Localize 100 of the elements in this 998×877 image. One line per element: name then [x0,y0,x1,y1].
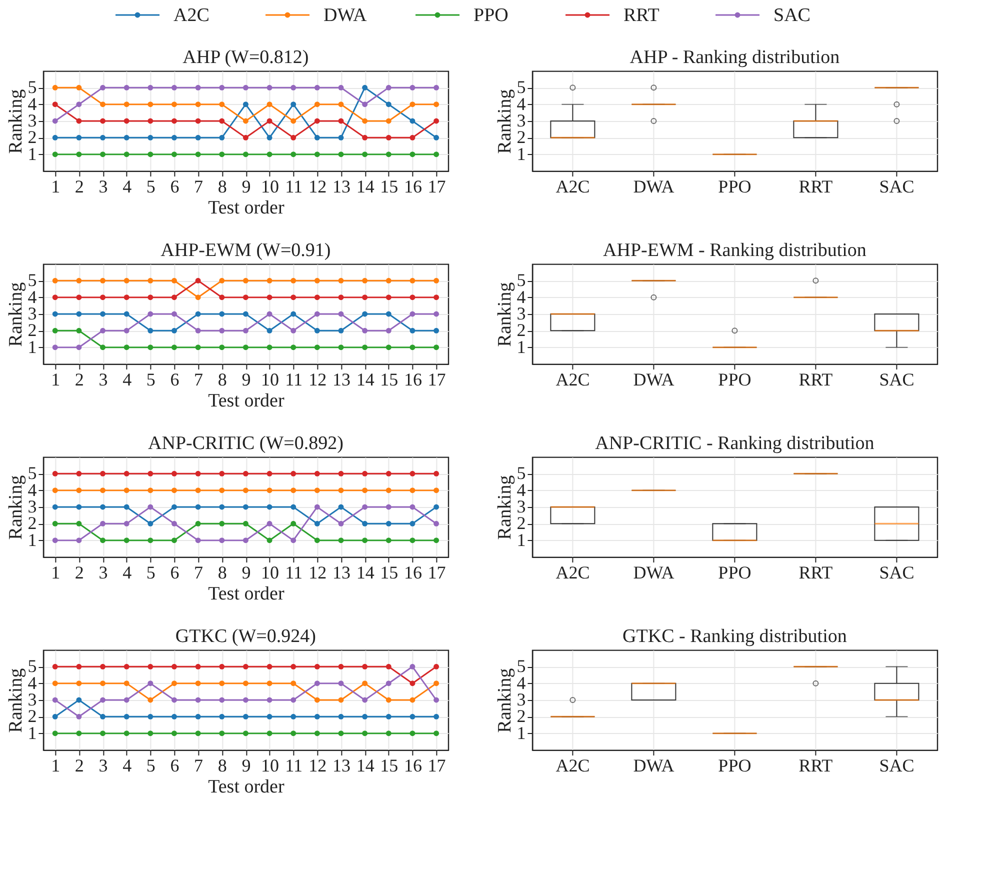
point [434,84,440,90]
point [410,118,416,124]
point [219,488,225,494]
chart-title: GTKC (W=0.924) [175,626,316,647]
point [171,520,177,526]
point [76,134,82,140]
point [434,730,440,736]
point [100,488,106,494]
point [386,470,392,476]
point [148,680,154,686]
point [242,152,248,158]
point [434,504,440,510]
point [124,84,130,90]
x-tick-label: SAC [879,176,914,196]
x-tick-label: 14 [356,176,374,196]
point [434,344,440,350]
point [100,311,106,317]
point [314,152,320,158]
point [76,730,82,736]
point [171,84,177,90]
point [52,134,58,140]
point [124,294,130,300]
point [76,102,82,108]
x-tick-label: 6 [170,370,180,390]
point [434,134,440,140]
point [148,504,154,510]
point [314,664,320,670]
point [362,328,368,334]
point [290,84,296,90]
point [76,84,82,90]
point [219,730,225,736]
point [100,538,106,544]
point [100,664,106,670]
y-axis-title: Ranking [494,88,516,154]
x-tick-label: 4 [122,176,132,196]
point [410,504,416,510]
point [266,680,272,686]
x-tick-label: 9 [242,756,251,776]
point [290,697,296,703]
point [219,470,225,476]
x-tick-label: 8 [218,756,227,776]
point [52,84,58,90]
point [195,84,201,90]
x-tick-label: 5 [146,370,156,390]
point [195,664,201,670]
point [410,680,416,686]
point [195,538,201,544]
point [195,118,201,124]
point [76,278,82,284]
point [148,538,154,544]
point [171,278,177,284]
point [195,504,201,510]
point [242,278,248,284]
point [100,294,106,300]
point [52,294,58,300]
x-axis-title: Test order [208,584,285,604]
point [148,697,154,703]
point [52,730,58,736]
point [386,697,392,703]
x-tick-label: A2C [556,176,590,196]
x-tick-label: RRT [798,370,833,390]
point [410,278,416,284]
point [338,730,344,736]
point [266,730,272,736]
point [362,311,368,317]
point [338,152,344,158]
point [195,714,201,720]
chart-title: GTKC - Ranking distribution [622,626,848,647]
point [100,84,106,90]
point [171,664,177,670]
point [242,538,248,544]
x-tick-label: PPO [718,370,752,390]
point [100,344,106,350]
x-tick-label: DWA [633,176,674,196]
point [410,294,416,300]
point [290,504,296,510]
point [242,697,248,703]
point [124,118,130,124]
x-tick-label: 5 [146,562,156,582]
x-tick-label: 16 [404,562,422,582]
x-tick-label: 17 [428,370,446,390]
point [242,134,248,140]
point [338,714,344,720]
x-tick-label: 4 [122,756,132,776]
point [219,102,225,108]
point [148,118,154,124]
point [76,520,82,526]
point [266,134,272,140]
point [362,84,368,90]
point [195,520,201,526]
point [386,520,392,526]
x-tick-label: 5 [146,176,156,196]
x-tick-label: 7 [194,370,204,390]
point [410,102,416,108]
point [171,470,177,476]
point [290,680,296,686]
x-tick-label: SAC [879,756,914,776]
x-tick-label: 13 [332,756,350,776]
point [434,294,440,300]
point [386,488,392,494]
